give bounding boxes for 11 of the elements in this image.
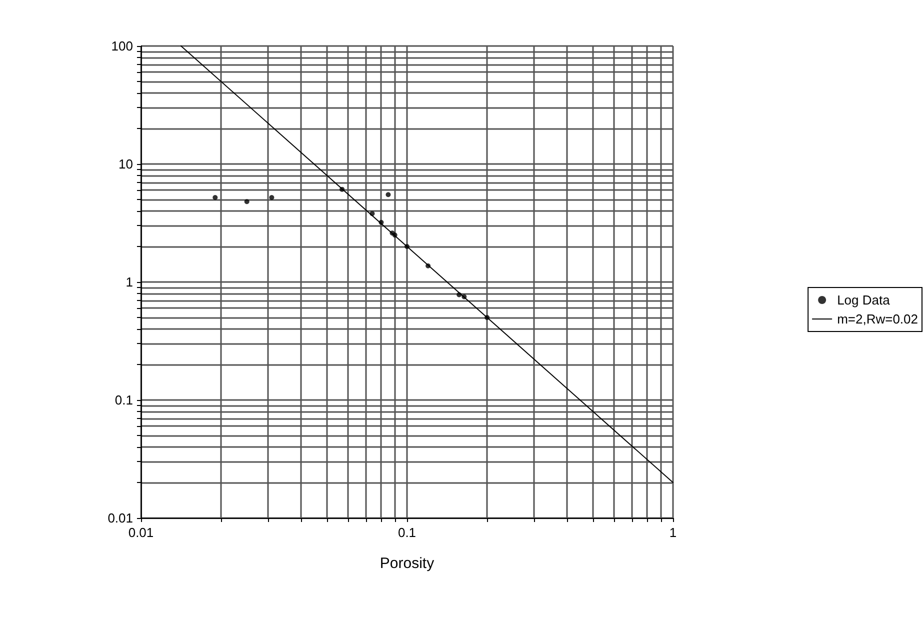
y-tick-label: 0.1: [114, 392, 133, 408]
x-tick-label: 0.01: [128, 525, 154, 540]
legend-label: m=2,Rw=0.02: [837, 312, 918, 326]
y-tick-label: 0.01: [108, 510, 133, 526]
y-tick-label: 1: [126, 274, 133, 290]
y-tick-label: 100: [111, 38, 133, 54]
x-tick-label: 0.1: [398, 525, 416, 540]
x-axis-title: Porosity: [380, 555, 435, 572]
legend-label: Log Data: [837, 292, 891, 308]
y-tick-label: 10: [118, 156, 133, 172]
x-tick-label: 1: [669, 525, 677, 540]
